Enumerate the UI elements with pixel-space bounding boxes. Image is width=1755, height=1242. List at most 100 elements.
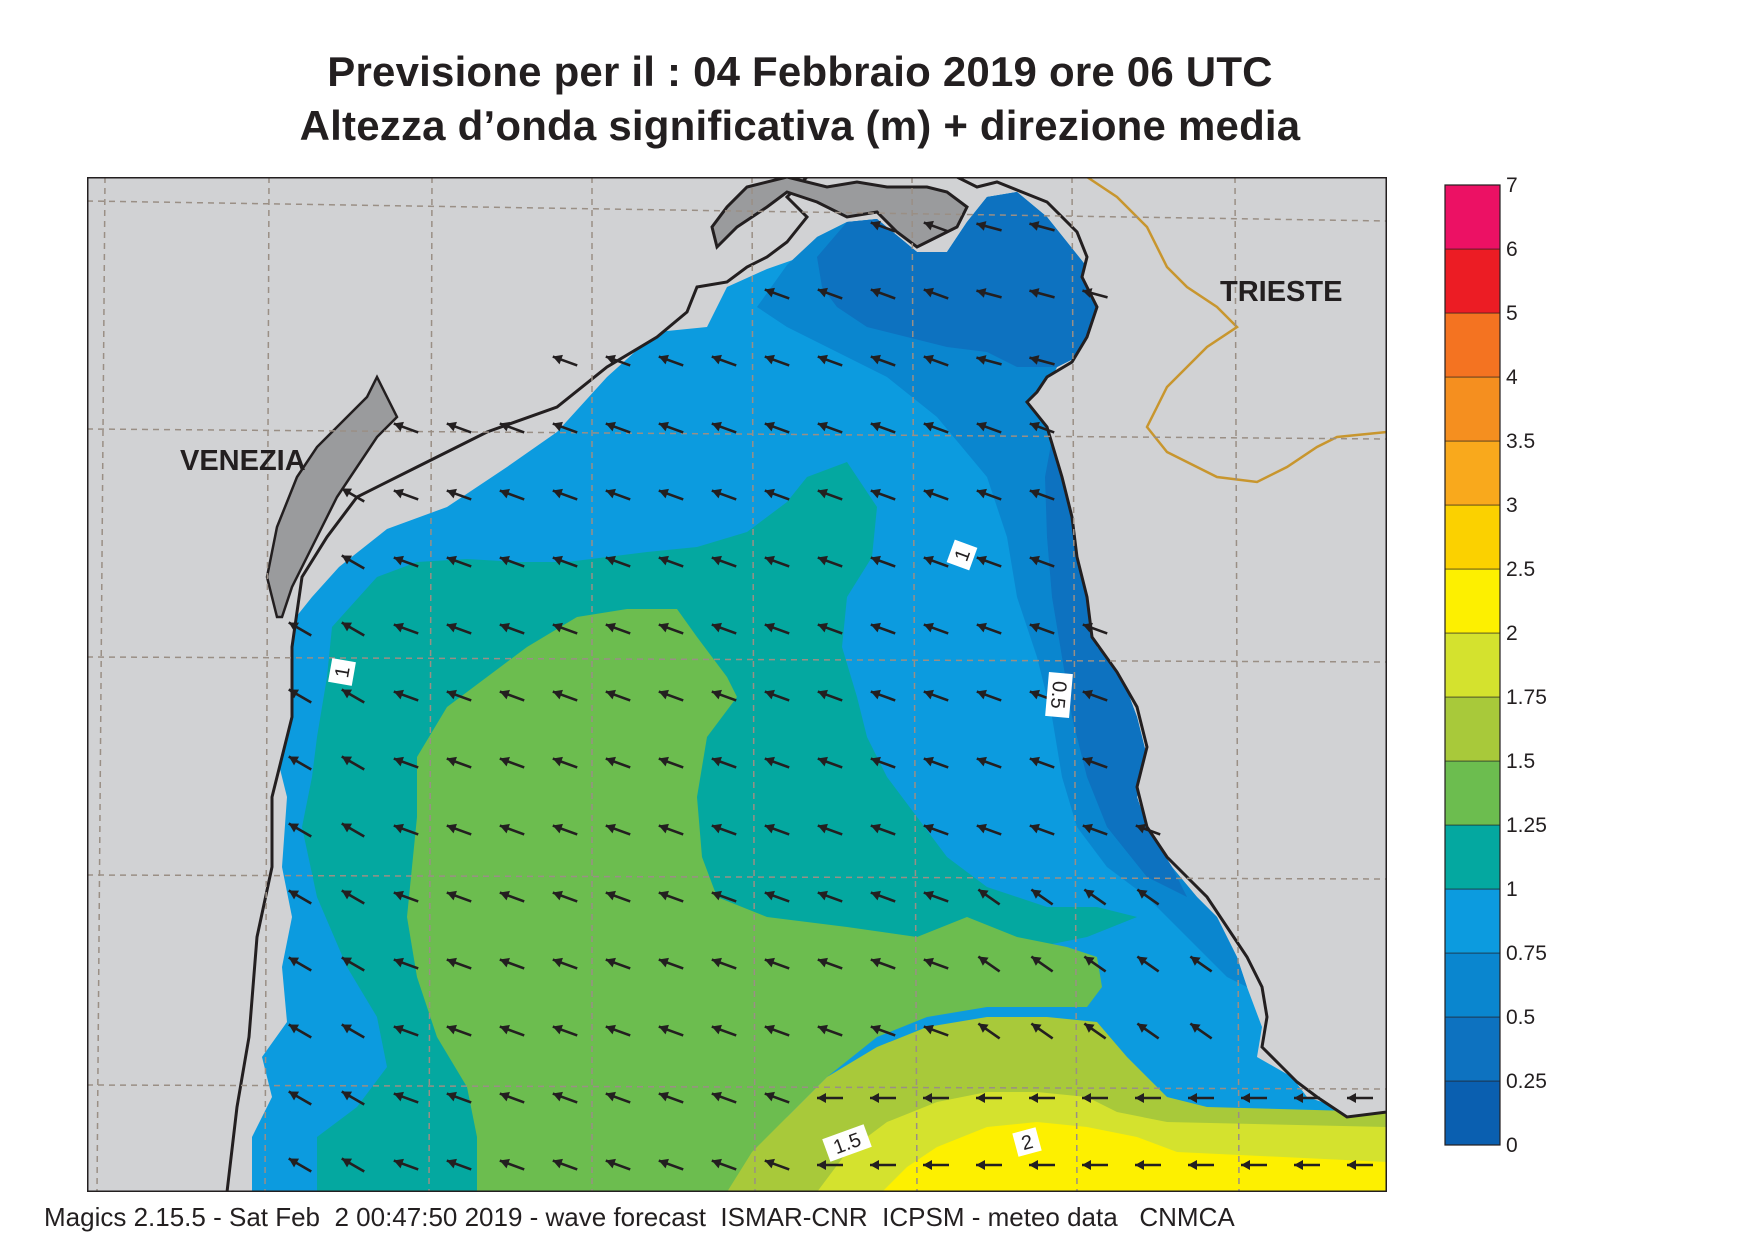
wave-arrow-head [711,1024,722,1035]
wave-arrow-head [817,1160,826,1170]
wave-arrow-head [870,555,881,566]
wave-arrow-head [1029,488,1040,499]
colorbar-swatch [1444,760,1501,826]
wave-arrow-head [1137,889,1148,899]
wave-arrow-head [446,622,457,633]
wave-arrow-head [923,488,934,499]
wave-arrow-head [978,1023,989,1033]
wave-arrow-head [499,957,510,968]
colorbar-tick-label: 5 [1506,302,1518,325]
wave-arrow-head [658,354,669,365]
wave-arrow-head [341,1091,353,1101]
contour-label-2: 2 [1012,1127,1042,1157]
colorbar-tick-label: 0.25 [1506,1070,1547,1093]
wave-arrow-head [1029,756,1040,767]
wave-arrow-head [341,622,353,632]
wave-arrow-head [446,890,457,901]
wave-arrow-head [499,488,510,499]
wave-arrow-head [658,622,669,633]
wave-arrow-head [1082,689,1093,700]
colorbar-tick-label: 3 [1506,494,1518,517]
wave-arrow-head [446,756,457,767]
wave-arrow-head [341,689,353,699]
wave-arrow-head [711,488,722,499]
wave-arrow-head [499,1158,510,1169]
wave-arrow-head [1082,1160,1091,1170]
wave-arrow-head [870,823,881,834]
wave-arrow-head [976,421,987,432]
wave-arrow-head [923,689,934,700]
coastline-east [956,177,1387,1119]
map-frame [87,177,1387,1192]
contour-label-1-west: 1 [328,658,356,686]
colorbar-tick-label: 1.25 [1506,814,1547,837]
wave-arrow-head [499,689,510,700]
wave-arrow-head [870,421,881,432]
colorbar-swatch [1444,952,1501,1018]
wave-arrow-head [923,421,934,432]
wave-arrow-head [764,622,775,633]
wave-arrow-head [976,689,987,700]
wave-arrow-head [552,1024,563,1035]
colorbar-tick-label: 1.5 [1506,750,1535,773]
wave-arrow-head [764,287,775,298]
wave-arrow-head [658,1091,669,1102]
colorbar-swatch [1444,248,1501,314]
wave-arrow-head [923,220,934,231]
wave-arrow-head [288,689,300,699]
svg-text:2: 2 [1019,1131,1035,1155]
wave-arrow-head [658,1024,669,1035]
wave-arrow-head [658,488,669,499]
svg-text:0.5: 0.5 [1046,680,1070,710]
wave-arrow-head [393,555,404,566]
wave-arrow-head [393,1024,404,1035]
wave-arrow-head [817,354,828,365]
wave-arrow-head [1029,1093,1038,1103]
contour-label-0.5: 0.5 [1045,672,1073,718]
colorbar-swatch [1444,632,1501,698]
wave-arrow-head [764,890,775,901]
wave-arrow-head [1135,823,1146,834]
wave-arrow-head [764,823,775,834]
wave-arrow-head [1082,756,1093,767]
colorbar-tick-label: 6 [1506,238,1518,261]
wave-arrow-head [552,622,563,633]
place-label-trieste: TRIESTE [1220,276,1342,308]
wave-arrow-head [393,421,404,432]
wave-arrow-head [1084,889,1095,899]
wave-arrow-head [711,756,722,767]
wave-arrow-head [711,622,722,633]
wave-arrow-head [288,1158,300,1168]
wave-arrow-head [1294,1160,1303,1170]
wave-arrow-head [605,890,616,901]
wave-arrow-head [605,689,616,700]
wave-arrow-head [923,756,934,767]
wave-arrow-head [1084,1023,1095,1033]
wave-arrow-head [923,287,934,298]
wave-arrow-head [870,622,881,633]
wave-arrow-head [1029,622,1040,633]
colorbar-tick-label: 0.75 [1506,942,1547,965]
wave-arrow-head [764,354,775,365]
wave-arrow-head [1188,1160,1197,1170]
wave-arrow-head [978,956,989,966]
wave-arrow-head [923,957,934,968]
wave-arrow-head [446,1158,457,1169]
wave-arrow-head [552,1091,563,1102]
wave-arrow-head [341,756,353,766]
wave-arrow-head [976,1093,985,1103]
sea-band-1.25-1.5 [407,609,1102,1192]
colorbar-tick-label: 2.5 [1506,558,1535,581]
map-title: Previsione per il : 04 Febbraio 2019 ore… [327,48,1273,95]
wave-arrow-head [1347,1093,1356,1103]
colorbar-swatch [1444,568,1501,634]
wave-arrow-head [288,756,300,766]
wave-arrow-head [658,957,669,968]
wave-arrow-head [552,957,563,968]
wave-arrow-head [499,1091,510,1102]
wave-arrow-head [552,421,563,432]
colorbar-swatch [1444,312,1501,378]
wave-arrow-head [341,488,353,498]
wave-arrow-head [341,890,353,900]
wave-arrow-head [552,555,563,566]
